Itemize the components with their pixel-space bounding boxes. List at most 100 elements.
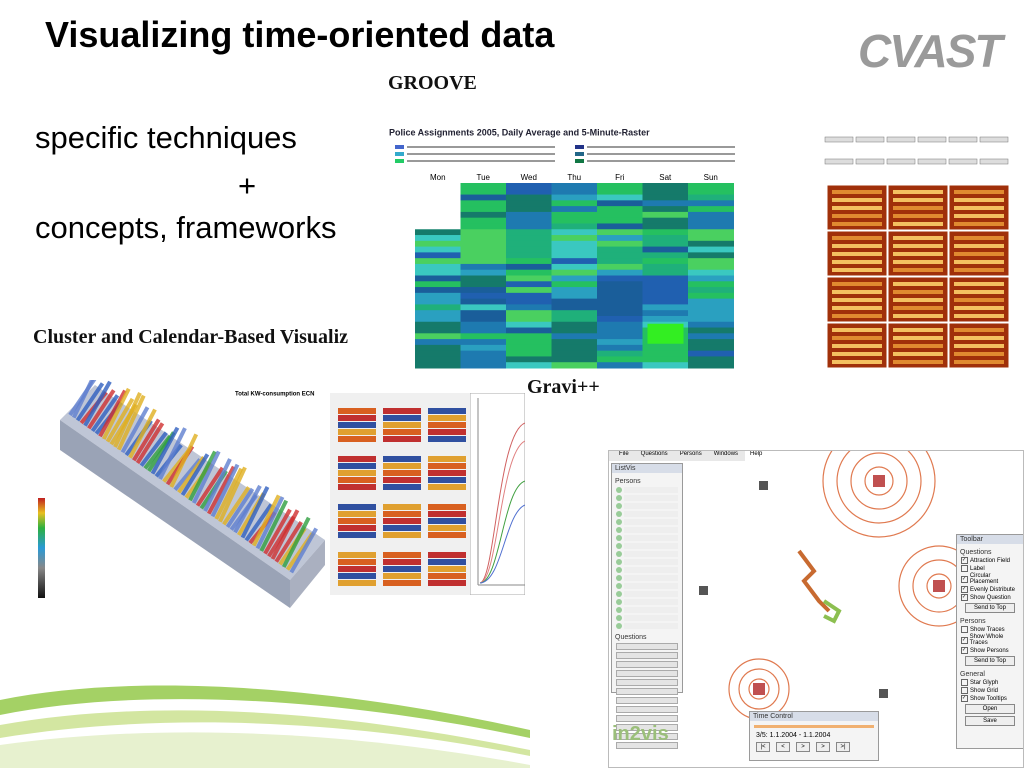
heat-cell	[506, 298, 552, 305]
ring	[748, 678, 770, 700]
button[interactable]: Save	[965, 716, 1015, 726]
heat-cell	[415, 287, 461, 294]
surface-stroke	[177, 456, 206, 494]
cluster-3d: Total KW-consumption ECN	[38, 380, 325, 608]
heat-cell	[642, 315, 689, 323]
heat-cell	[642, 263, 689, 271]
heat-cell	[551, 240, 598, 248]
heat-cell	[460, 310, 507, 317]
day-row	[338, 456, 376, 462]
heat-cell	[688, 217, 734, 224]
day-row	[383, 580, 421, 586]
week-row	[832, 244, 882, 248]
checkbox[interactable]: ✓ Show Persons	[961, 647, 1019, 654]
heat-cell	[415, 315, 461, 323]
surface-stroke	[180, 453, 210, 497]
heat-cell	[597, 333, 643, 340]
heat-cell	[551, 362, 598, 369]
day-row	[338, 518, 376, 524]
heat-cell	[551, 350, 598, 357]
heat-cell	[460, 356, 507, 363]
checkbox[interactable]: ✓ Show Question	[961, 594, 1019, 601]
checkbox[interactable]: Show Traces	[961, 626, 1019, 633]
checkbox[interactable]: Show Grid	[961, 687, 1019, 694]
heat-cell	[688, 223, 734, 230]
heat-cell	[415, 252, 461, 259]
day-row	[338, 408, 376, 414]
heat-cell	[642, 269, 689, 276]
checkbox[interactable]: ✓ Evenly Distribute	[961, 586, 1019, 593]
heat-cell	[597, 315, 643, 323]
calendar-cell	[824, 158, 854, 165]
heat-cell	[688, 298, 734, 305]
heat-cell	[688, 321, 734, 329]
heat-cell	[597, 362, 643, 369]
week-row	[832, 298, 882, 302]
day-row	[428, 518, 466, 524]
heat-cell	[597, 258, 643, 265]
button[interactable]: Send to Top	[965, 656, 1015, 666]
checkbox-box: ✓	[961, 594, 968, 601]
week-row	[893, 314, 943, 318]
heat-cell	[642, 362, 689, 369]
surface-stroke	[105, 397, 135, 443]
week-row	[832, 190, 882, 194]
surface-stroke	[116, 394, 146, 451]
heat-cell	[460, 281, 507, 288]
button[interactable]: Open	[965, 704, 1015, 714]
heat-cell	[506, 211, 552, 219]
day-row	[338, 504, 376, 510]
heat-cell	[460, 246, 507, 253]
heat-cell	[460, 240, 507, 248]
heat-cell	[597, 292, 643, 300]
heat-cell	[642, 223, 689, 230]
button[interactable]: Send to Top	[965, 603, 1015, 613]
week-row	[832, 306, 882, 310]
heat-cell	[551, 258, 598, 265]
surface-stroke	[101, 387, 131, 440]
calendar-cell	[886, 136, 916, 143]
surface-stroke	[120, 406, 150, 454]
checkbox-box: ✓	[961, 586, 968, 593]
heat-cell	[688, 206, 734, 213]
week-row	[954, 244, 1004, 248]
panel-header: Toolbar	[957, 535, 1023, 544]
heat-cell	[460, 292, 507, 300]
heat-cell	[415, 258, 461, 265]
time-control: Time Control 3/5: 1.1.2004 - 1.1.2004 |<…	[749, 711, 879, 761]
day-row	[428, 552, 466, 558]
surface-stroke	[87, 389, 116, 430]
chart-title: Total KW-consumption ECN	[235, 392, 314, 398]
checkbox[interactable]: ✓ Show Tooltips	[961, 695, 1019, 702]
day-row	[428, 477, 466, 483]
week-row	[832, 360, 882, 364]
surface-stroke	[135, 422, 165, 465]
heat-cell	[460, 229, 507, 236]
heat-cell	[551, 356, 598, 363]
heat-cell	[415, 298, 461, 305]
day-row	[428, 525, 466, 531]
week-row	[893, 282, 943, 286]
checkbox[interactable]: ✓ Circular Placement	[961, 573, 1019, 585]
heat-cell	[642, 287, 689, 294]
checkbox[interactable]: ✓ Attraction Field	[961, 557, 1019, 564]
heat-cell	[597, 235, 643, 242]
heat-cell	[642, 206, 689, 213]
day-row	[338, 463, 376, 469]
checkbox[interactable]: Star Glyph	[961, 679, 1019, 686]
heat-cell	[688, 252, 734, 259]
surface-stroke	[240, 486, 270, 539]
day-row	[428, 436, 466, 442]
day-row	[428, 429, 466, 435]
day-row	[383, 463, 421, 469]
heat-cell	[460, 275, 507, 282]
week-row	[893, 222, 943, 226]
checkbox[interactable]: ✓ Show Whole Traces	[961, 634, 1019, 646]
heat-cell	[506, 235, 552, 242]
heat-cell	[597, 223, 643, 230]
checkbox[interactable]: Label	[961, 565, 1019, 572]
heat-cell	[506, 315, 552, 323]
heat-cell	[551, 217, 598, 224]
ring	[822, 451, 936, 538]
heat-cell	[642, 252, 689, 259]
